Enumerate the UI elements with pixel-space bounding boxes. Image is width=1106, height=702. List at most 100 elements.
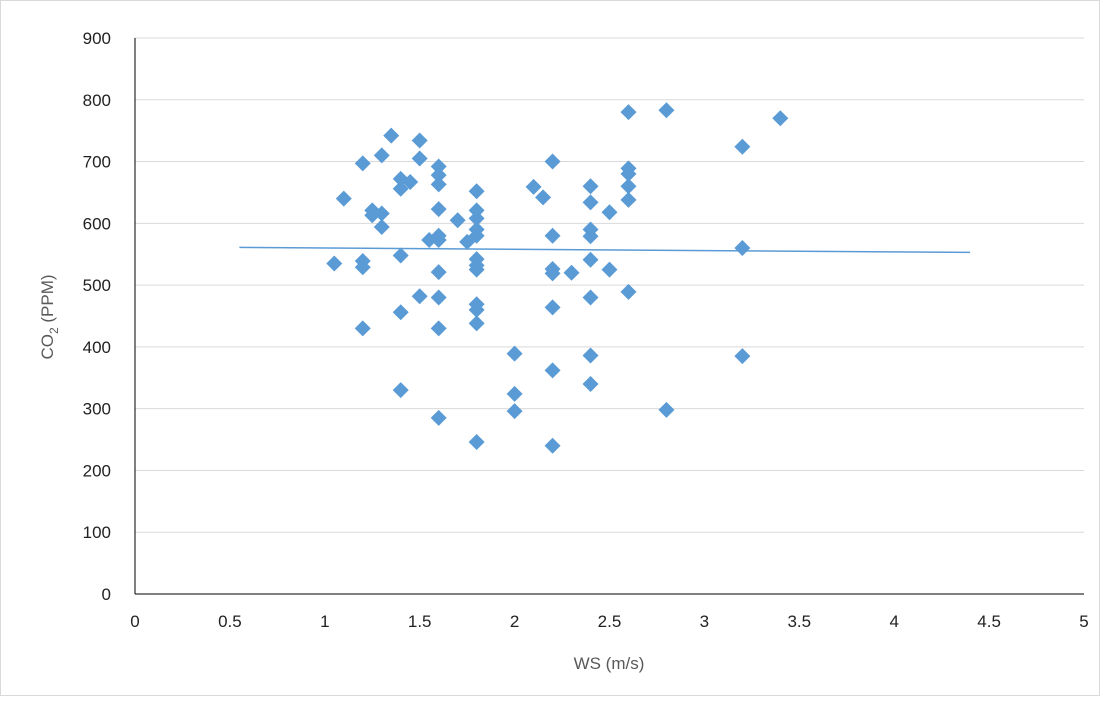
axes <box>134 38 1084 595</box>
y-tick-label: 300 <box>83 400 111 419</box>
data-point-diamond <box>544 265 561 282</box>
x-tick-label: 0.5 <box>218 612 242 631</box>
data-point-diamond <box>383 127 400 144</box>
y-axis-title-subscript: 2 <box>47 327 61 334</box>
data-point-diamond <box>734 240 751 257</box>
y-axis-title-unit: (PPM) <box>38 274 57 327</box>
x-axis-title: WS (m/s) <box>574 654 645 673</box>
data-point-diamond <box>468 202 485 219</box>
data-point-diamond <box>373 147 390 164</box>
y-axis-title-main: CO <box>38 334 57 360</box>
trendline-layer <box>239 246 971 254</box>
x-tick-label: 1 <box>320 612 329 631</box>
data-point-diamond <box>525 178 542 195</box>
x-tick-label: 5 <box>1079 612 1088 631</box>
y-tick-label: 600 <box>83 214 111 233</box>
data-point-diamond <box>582 375 599 392</box>
data-point-diamond <box>506 345 523 362</box>
data-point-diamond <box>430 176 447 193</box>
data-point-diamond <box>620 191 637 208</box>
data-point-diamond <box>430 232 447 249</box>
x-tick-label: 2.5 <box>598 612 622 631</box>
data-point-diamond <box>658 401 675 418</box>
data-point-diamond <box>468 210 485 227</box>
data-point-diamond <box>582 228 599 245</box>
data-point-diamond <box>354 320 371 337</box>
data-point-diamond <box>468 261 485 278</box>
data-point-diamond <box>373 219 390 236</box>
data-point-diamond <box>734 348 751 365</box>
data-point-diamond <box>430 320 447 337</box>
data-point-diamond <box>449 212 466 229</box>
y-tick-label: 700 <box>83 153 111 172</box>
data-point-diamond <box>582 251 599 268</box>
data-point-diamond <box>544 362 561 379</box>
data-point-diamond <box>772 110 789 127</box>
gridlines <box>135 37 1084 533</box>
data-point-diamond <box>430 201 447 218</box>
data-point-diamond <box>468 301 485 318</box>
data-point-diamond <box>544 227 561 244</box>
data-point-diamond <box>430 409 447 426</box>
data-point-diamond <box>582 178 599 195</box>
data-point-diamond <box>535 189 552 206</box>
data-point-diamond <box>402 173 419 190</box>
data-point-diamond <box>620 104 637 121</box>
data-point-diamond <box>620 178 637 195</box>
data-point-diamond <box>582 289 599 306</box>
data-point-diamond <box>468 434 485 451</box>
data-point-diamond <box>411 132 428 149</box>
data-points <box>326 102 789 454</box>
data-point-diamond <box>544 437 561 454</box>
y-tick-label: 800 <box>83 91 111 110</box>
data-point-diamond <box>430 289 447 306</box>
data-point-diamond <box>506 385 523 402</box>
data-point-diamond <box>430 158 447 175</box>
data-point-diamond <box>392 180 409 197</box>
data-point-diamond <box>582 347 599 364</box>
data-point-diamond <box>373 205 390 222</box>
data-point-diamond <box>658 102 675 119</box>
x-tick-labels: 0 0.5 1 1.5 2 2.5 3 3.5 4 4.5 5 <box>130 612 1088 631</box>
data-point-diamond <box>734 138 751 155</box>
x-tick-label: 1.5 <box>408 612 432 631</box>
data-point-diamond <box>620 165 637 182</box>
data-point-diamond <box>392 247 409 264</box>
data-point-diamond <box>430 167 447 184</box>
y-tick-label: 200 <box>83 461 111 480</box>
data-point-diamond <box>411 288 428 305</box>
x-tick-label: 3.5 <box>787 612 811 631</box>
data-point-diamond <box>468 227 485 244</box>
data-point-diamond <box>582 194 599 211</box>
data-point-diamond <box>563 264 580 281</box>
trendline <box>239 246 971 254</box>
y-tick-labels: 0 100 200 300 400 500 600 700 800 900 <box>83 29 111 604</box>
data-point-diamond <box>544 153 561 170</box>
data-point-diamond <box>468 183 485 200</box>
data-point-diamond <box>544 299 561 316</box>
x-tick-label: 3 <box>700 612 709 631</box>
data-point-diamond <box>411 150 428 167</box>
y-tick-label: 100 <box>83 523 111 542</box>
data-point-diamond <box>506 403 523 420</box>
x-tick-label: 4.5 <box>977 612 1001 631</box>
data-point-diamond <box>620 283 637 300</box>
data-point-diamond <box>335 190 352 207</box>
y-tick-label: 400 <box>83 338 111 357</box>
y-axis-title: CO2 (PPM) <box>38 274 61 359</box>
y-tick-label: 0 <box>102 585 111 604</box>
data-point-diamond <box>601 204 618 221</box>
x-tick-label: 0 <box>130 612 139 631</box>
data-point-diamond <box>354 259 371 276</box>
data-point-diamond <box>392 382 409 399</box>
data-point-diamond <box>430 264 447 281</box>
x-tick-label: 2 <box>510 612 519 631</box>
y-tick-label: 500 <box>83 276 111 295</box>
data-point-diamond <box>601 261 618 278</box>
data-point-diamond <box>326 255 343 272</box>
x-tick-label: 4 <box>889 612 898 631</box>
data-point-diamond <box>392 304 409 321</box>
y-tick-label: 900 <box>83 29 111 48</box>
